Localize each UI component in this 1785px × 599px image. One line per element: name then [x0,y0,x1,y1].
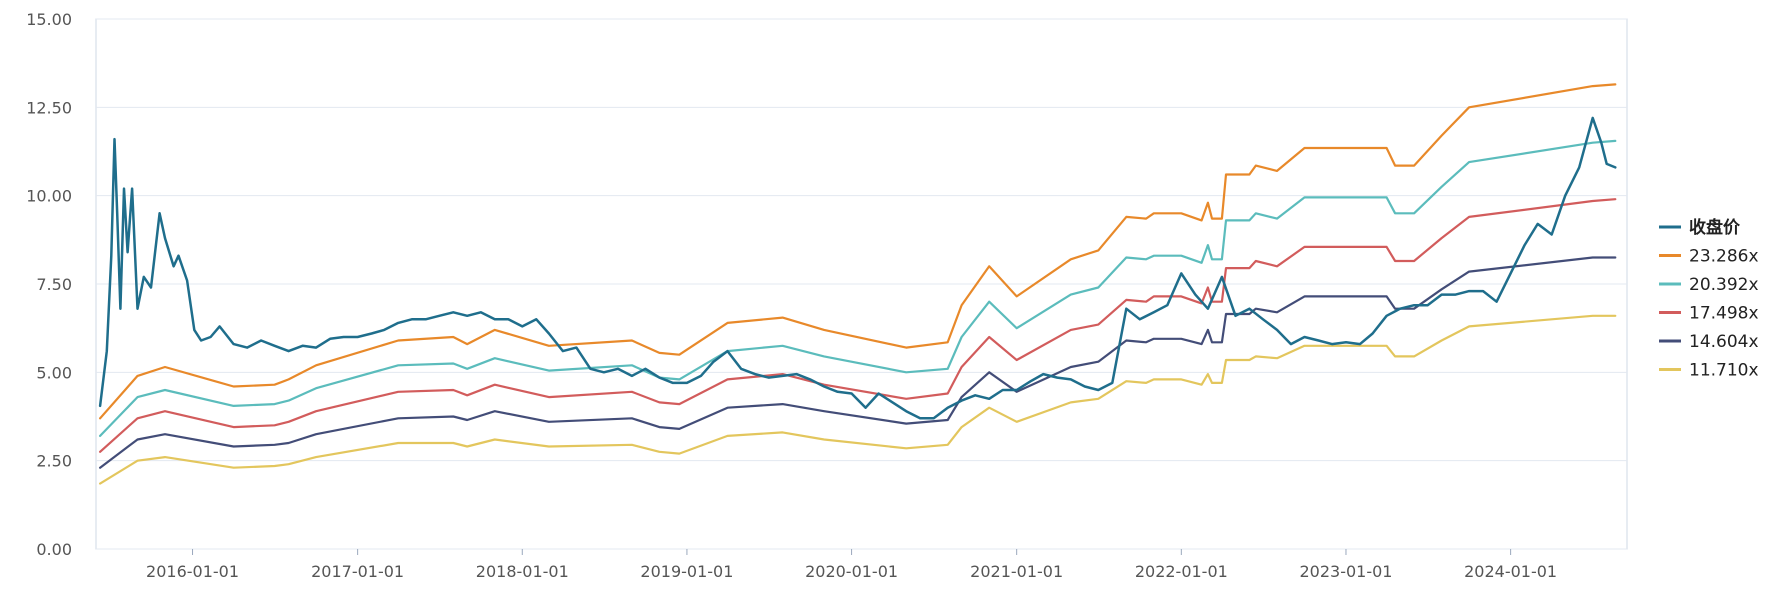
x-tick-label: 2016-01-01 [146,562,239,581]
series-line-11-710x [99,314,1617,485]
legend-label[interactable]: 11.710x [1689,361,1759,381]
legend-label[interactable]: 20.392x [1689,275,1759,295]
series-lines [98,83,1617,485]
legend-label[interactable]: 23.286x [1689,247,1759,267]
legend-label[interactable]: 收盘价 [1689,217,1741,238]
x-tick-label: 2022-01-01 [1135,562,1228,581]
x-tick-label: 2024-01-01 [1464,562,1557,581]
y-tick-label: 10.00 [26,187,72,206]
series-line-close-price [98,116,1617,420]
legend: 收盘价 23.286x 20.392x 17.498x 14.604x 11.710x [1659,217,1759,381]
y-tick-label: 7.50 [36,275,72,294]
legend-label[interactable]: 14.604x [1689,332,1759,352]
x-tick-label: 2020-01-01 [805,562,898,581]
series-line-14-604x [99,256,1617,469]
series-line-17-498x [99,198,1617,453]
x-tick-label: 2019-01-01 [640,562,733,581]
y-tick-label: 15.00 [26,10,72,29]
y-tick-label: 2.50 [36,452,72,471]
gridlines [95,18,1628,550]
x-tick-label: 2017-01-01 [311,562,404,581]
axes: 0.00 2.50 5.00 7.50 10.00 12.50 15.00 2016-01-0… [26,10,1557,581]
x-tick-label: 2018-01-01 [476,562,569,581]
x-tick-label: 2023-01-01 [1299,562,1392,581]
y-tick-label: 0.00 [36,540,72,559]
series-line-20-392x [99,139,1617,437]
legend-label[interactable]: 17.498x [1689,304,1759,324]
y-tick-label: 12.50 [26,98,72,117]
x-tick-label: 2021-01-01 [970,562,1063,581]
series-line-23-286x [99,83,1617,420]
y-tick-label: 5.00 [36,363,72,382]
